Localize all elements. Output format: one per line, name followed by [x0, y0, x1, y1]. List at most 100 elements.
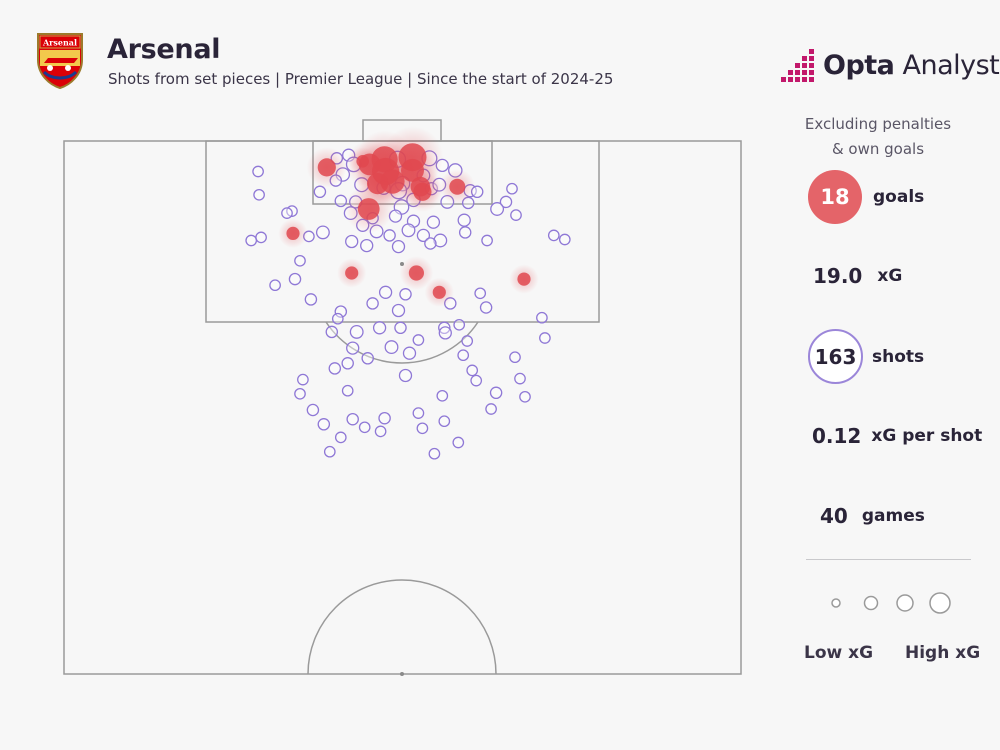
shot-marker [281, 207, 293, 219]
goal-marker [356, 155, 370, 168]
shot-marker [325, 325, 339, 339]
page-title: Arsenal [107, 34, 221, 65]
xg-per-shot-value: 0.12 [812, 424, 862, 448]
shot-marker [489, 386, 503, 400]
shots-circle: 163 [808, 329, 863, 384]
shot-marker [306, 403, 320, 417]
opta-logo-icon [781, 49, 814, 82]
goals-layer [278, 126, 539, 307]
goals-label: goals [873, 187, 925, 207]
xg-per-shot-label: xG per shot [871, 426, 983, 446]
crest-text: Arsenal [42, 38, 77, 48]
games-value: 40 [820, 504, 848, 528]
shot-marker [378, 285, 393, 299]
arsenal-crest-icon: Arsenal [37, 33, 83, 90]
shot-marker [412, 407, 425, 419]
shot-marker [346, 412, 359, 426]
shot-marker [510, 209, 522, 221]
shot-marker [399, 288, 412, 301]
shot-marker [461, 335, 474, 347]
centre-spot [400, 672, 404, 676]
goal-marker [408, 265, 424, 281]
goals-stat: 18 goals [808, 170, 924, 224]
goal-marker [517, 272, 531, 286]
shot-marker [294, 254, 306, 267]
shot-marker [416, 422, 429, 435]
shot-marker [479, 301, 493, 314]
shot-marker [438, 415, 451, 428]
xg-per-shot-stat: 0.12 xG per shot [812, 424, 982, 448]
goal-marker [345, 266, 359, 280]
shot-marker [269, 279, 281, 292]
shot-marker [378, 411, 391, 425]
note-line-2: & own goals [831, 140, 925, 158]
xg-label: xG [877, 266, 903, 286]
shot-marker [394, 321, 407, 335]
shot-marker [315, 225, 330, 240]
shot-marker [402, 346, 417, 360]
shot-marker [470, 374, 483, 387]
brand-wordmark: Opta Analyst [823, 50, 1000, 81]
shot-marker [349, 324, 364, 339]
shot-marker [361, 352, 374, 365]
games-label: games [861, 506, 925, 526]
shot-marker [317, 418, 331, 431]
shot-marker [304, 293, 318, 306]
shot-marker [360, 238, 374, 253]
shot-marker [391, 239, 406, 254]
shot-marker [514, 372, 526, 385]
shot-marker [485, 403, 497, 415]
shot-marker [252, 165, 264, 178]
shot-marker [416, 228, 431, 243]
shot-marker [288, 272, 302, 286]
goal-marker [432, 285, 446, 299]
shot-marker [328, 362, 342, 375]
shot-marker [481, 234, 493, 247]
games-stat: 40 games [820, 504, 925, 528]
shot-marker [457, 213, 471, 227]
shot-marker [436, 389, 449, 402]
goals-value: 18 [820, 185, 850, 209]
shot-marker [345, 234, 359, 249]
xg-value: 19.0 [813, 264, 863, 288]
shot-marker [506, 182, 518, 195]
shot-marker [398, 368, 413, 383]
brand-bold: Opta [823, 50, 895, 81]
shot-marker [490, 202, 505, 216]
shot-marker [294, 387, 306, 400]
pitch-outline [63, 140, 742, 675]
centre-circle [307, 579, 497, 675]
exclusion-note: Excluding penalties & own goals [790, 112, 966, 162]
shot-marker [384, 340, 399, 355]
shot-marker [374, 425, 387, 438]
shot-marker [433, 233, 448, 248]
shot-marker [313, 185, 327, 199]
shot-marker [358, 421, 371, 434]
goal-marker [317, 158, 336, 177]
shot-marker [547, 229, 560, 242]
shot-marker [426, 215, 441, 229]
note-line-1: Excluding penalties [804, 115, 952, 133]
shot-marker [391, 303, 406, 318]
shot-marker [558, 233, 571, 246]
shot-marker [323, 445, 336, 458]
shot-marker [428, 447, 441, 460]
shot-marker [474, 287, 487, 300]
shot-marker [412, 334, 425, 346]
legend-high-label: High xG [905, 643, 981, 663]
goal-marker [413, 182, 432, 201]
shot-marker [509, 351, 521, 364]
shot-marker [331, 312, 344, 325]
shot-marker [372, 321, 387, 335]
shot-marker [334, 194, 348, 208]
goals-circle: 18 [808, 170, 862, 224]
shot-marker [255, 231, 267, 244]
shot-marker [297, 373, 309, 386]
legend-low-label: Low xG [804, 643, 874, 663]
shot-marker [453, 318, 466, 331]
shots-value: 163 [814, 344, 857, 369]
shot-marker [458, 226, 472, 239]
shots-stat: 163 shots [808, 329, 924, 384]
shot-marker [499, 195, 513, 209]
